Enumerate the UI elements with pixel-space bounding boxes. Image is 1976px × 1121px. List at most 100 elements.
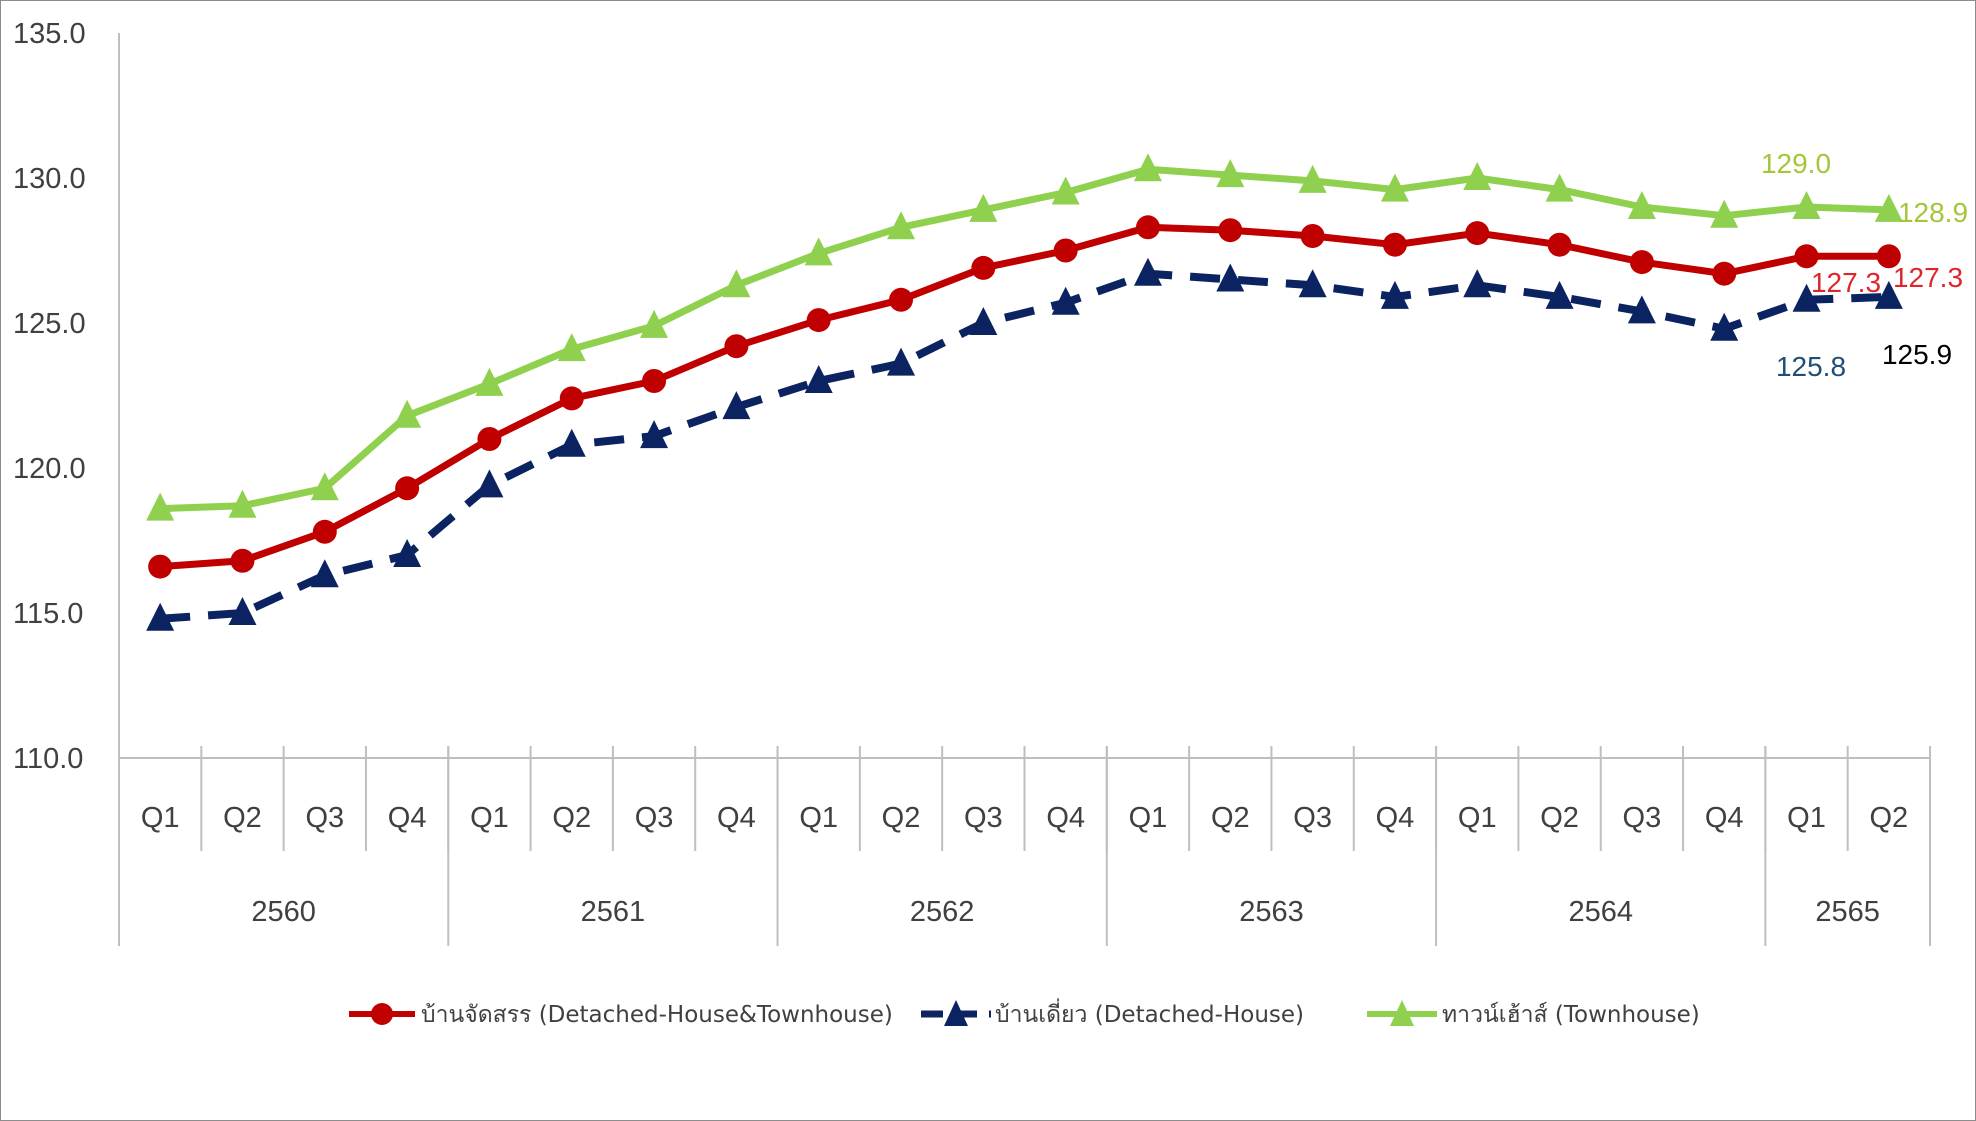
data-point-combined xyxy=(1465,221,1490,246)
x-tick-label-quarter: Q3 xyxy=(1293,802,1332,834)
data-point-townhouse xyxy=(557,333,586,362)
x-tick-label-quarter: Q2 xyxy=(1869,802,1908,834)
x-tick-label-quarter: Q4 xyxy=(717,802,756,834)
x-tick-label-quarter: Q4 xyxy=(388,802,427,834)
legend-label-detached: บ้านเดี่ยว (Detached-House) xyxy=(995,998,1304,1028)
y-tick-label: 120.0 xyxy=(13,453,86,485)
data-point-combined xyxy=(312,519,337,544)
x-tick-label-quarter: Q2 xyxy=(223,802,262,834)
data-point-townhouse xyxy=(393,399,422,428)
legend-label-townhouse: ทาวน์เฮ้าส์ (Townhouse) xyxy=(1442,1001,1700,1028)
data-point-townhouse xyxy=(969,193,998,222)
data-point-townhouse xyxy=(1874,193,1903,222)
data-point-detached xyxy=(1545,280,1574,309)
data-point-combined xyxy=(1794,244,1819,269)
x-tick-label-quarter: Q4 xyxy=(1705,802,1744,834)
data-point-detached xyxy=(310,559,339,588)
data-point-combined xyxy=(395,476,420,501)
x-tick-label-year: 2562 xyxy=(910,896,975,928)
x-tick-label-year: 2561 xyxy=(581,896,646,928)
data-point-combined xyxy=(1300,224,1325,248)
x-tick-label-quarter: Q3 xyxy=(635,802,674,834)
x-tick-label-year: 2565 xyxy=(1815,896,1880,928)
legend-item-detached: บ้านเดี่ยว (Detached-House) xyxy=(921,998,1304,1028)
data-point-detached xyxy=(1380,280,1409,309)
data-label-townhouse-q1-2565: 129.0 xyxy=(1761,148,1831,179)
series-line-townhouse xyxy=(156,165,1893,513)
x-tick-label-quarter: Q3 xyxy=(305,802,344,834)
data-point-combined xyxy=(806,308,831,333)
data-point-detached xyxy=(804,365,833,393)
data-point-detached xyxy=(1463,269,1492,298)
data-point-combined xyxy=(559,386,584,411)
data-point-townhouse xyxy=(228,489,257,518)
data-point-townhouse xyxy=(887,211,916,240)
data-point-townhouse xyxy=(1298,164,1327,193)
data-point-detached xyxy=(1627,295,1656,324)
x-tick-label-year: 2563 xyxy=(1239,896,1304,928)
data-point-townhouse xyxy=(722,269,751,298)
data-point-townhouse xyxy=(1051,176,1080,205)
data-point-combined xyxy=(642,369,667,393)
data-point-combined xyxy=(477,427,502,451)
data-point-detached xyxy=(640,420,669,449)
data-point-townhouse xyxy=(1627,191,1656,219)
y-tick-label: 125.0 xyxy=(13,308,86,340)
legend-marker-townhouse xyxy=(1390,1000,1414,1026)
x-tick-label-quarter: Q1 xyxy=(799,802,838,834)
data-point-townhouse xyxy=(1133,153,1162,182)
data-point-combined xyxy=(1135,215,1160,240)
x-tick-label-year: 2564 xyxy=(1568,896,1633,928)
data-point-detached xyxy=(1298,269,1327,298)
x-tick-label-quarter: Q3 xyxy=(964,802,1003,834)
data-point-combined xyxy=(1876,244,1901,269)
data-point-combined xyxy=(889,287,914,312)
y-tick-label: 135.0 xyxy=(13,18,86,50)
data-point-detached xyxy=(1792,283,1821,312)
data-point-townhouse xyxy=(1792,191,1821,219)
data-point-detached xyxy=(1710,312,1739,341)
legend-marker-detached xyxy=(944,1000,968,1026)
x-tick-label-quarter: Q1 xyxy=(1129,802,1168,834)
data-point-townhouse xyxy=(1545,173,1574,202)
data-point-detached xyxy=(1874,280,1903,309)
legend: บ้านจัดสรร (Detached-House&Townhouse) บ้… xyxy=(349,998,1700,1028)
data-point-townhouse xyxy=(475,367,504,396)
x-tick-label-quarter: Q1 xyxy=(1458,802,1497,834)
legend-marker-combined xyxy=(371,1003,393,1025)
legend-label-combined: บ้านจัดสรร (Detached-House&Townhouse) xyxy=(421,1002,893,1028)
x-tick-label-quarter: Q4 xyxy=(1046,802,1085,834)
data-point-combined xyxy=(1218,218,1243,243)
data-point-combined xyxy=(148,554,173,579)
data-point-townhouse xyxy=(804,237,833,266)
x-tick-label-quarter: Q2 xyxy=(1211,802,1250,834)
x-tick-label-quarter: Q1 xyxy=(1787,802,1826,834)
x-tick-label-quarter: Q2 xyxy=(1540,802,1579,834)
data-label-combined-q2-2565: 127.3 xyxy=(1893,262,1963,293)
data-point-combined xyxy=(1629,250,1654,275)
data-point-townhouse xyxy=(1710,199,1739,228)
x-tick-label-quarter: Q3 xyxy=(1623,802,1662,834)
series-line-detached xyxy=(159,269,1889,623)
data-point-townhouse xyxy=(1380,173,1409,202)
data-label-combined-q1-2565: 127.3 xyxy=(1811,267,1881,298)
y-tick-label: 110.0 xyxy=(13,743,83,775)
x-tick-label-year: 2560 xyxy=(251,896,316,928)
data-point-detached xyxy=(475,469,504,498)
data-point-detached xyxy=(1051,286,1080,315)
data-point-detached xyxy=(228,597,257,625)
data-point-detached xyxy=(887,347,916,376)
data-point-townhouse xyxy=(146,492,175,521)
x-tick-label-quarter: Q1 xyxy=(141,802,180,834)
legend-item-townhouse: ทาวน์เฮ้าส์ (Townhouse) xyxy=(1367,1000,1700,1028)
data-point-townhouse xyxy=(310,472,339,501)
axes: 110.0 115.0 120.0 125.0 130.0 135.0 Q1 Q2 Q3 Q4 Q1… xyxy=(13,18,1931,946)
series-lines xyxy=(146,153,1903,631)
legend-item-combined: บ้านจัดสรร (Detached-House&Townhouse) xyxy=(349,1002,893,1028)
data-point-combined xyxy=(230,548,255,573)
data-point-combined xyxy=(724,334,749,359)
data-point-combined xyxy=(1712,261,1737,286)
x-tick-label-quarter: Q2 xyxy=(552,802,591,834)
